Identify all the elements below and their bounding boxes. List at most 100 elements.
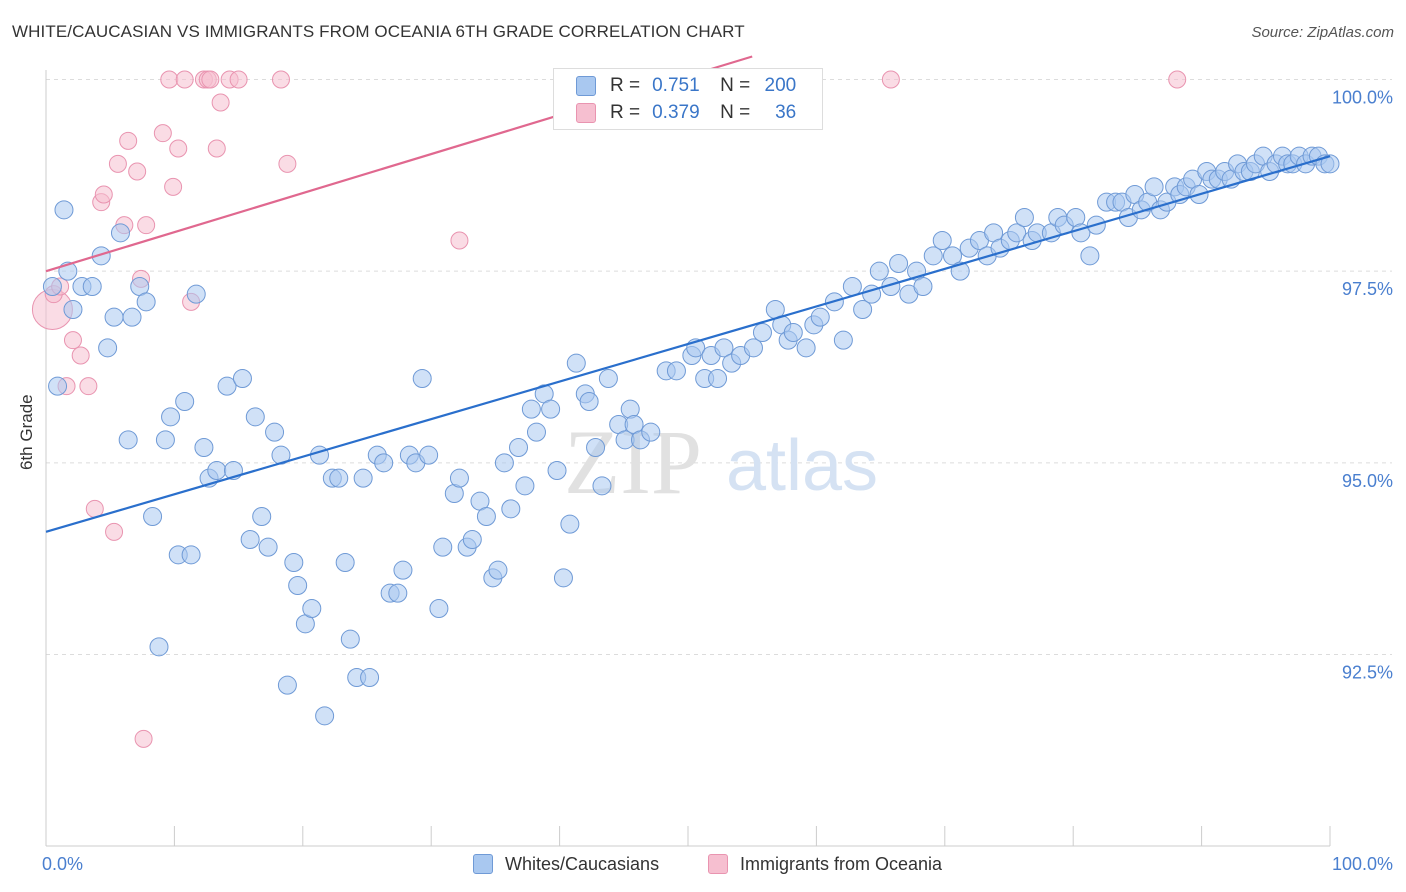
white-point bbox=[810, 307, 830, 327]
oceania-point bbox=[201, 70, 220, 89]
white-point bbox=[54, 200, 74, 220]
white-point bbox=[1007, 223, 1027, 243]
white-point bbox=[598, 369, 618, 388]
white-point bbox=[714, 338, 734, 358]
oceania-point bbox=[450, 231, 469, 250]
n-label: N = bbox=[720, 75, 751, 96]
white-point bbox=[194, 438, 214, 457]
white-point bbox=[98, 338, 118, 358]
white-point bbox=[284, 553, 304, 572]
white-point bbox=[932, 231, 952, 250]
legend-whites[interactable]: Whites/Caucasians bbox=[473, 852, 659, 876]
white-point bbox=[136, 292, 156, 312]
r-value: 0.751 bbox=[652, 75, 700, 96]
oceania-point bbox=[108, 154, 127, 173]
oceania-point bbox=[105, 522, 124, 541]
white-point bbox=[553, 568, 573, 588]
oceania-point bbox=[211, 93, 230, 112]
whites-legend-swatch bbox=[473, 854, 493, 874]
white-point bbox=[110, 223, 130, 243]
white-point bbox=[288, 576, 308, 595]
white-point bbox=[521, 399, 541, 419]
whites-swatch bbox=[576, 76, 596, 96]
white-point bbox=[277, 675, 297, 695]
white-point bbox=[207, 461, 227, 480]
white-point bbox=[393, 560, 413, 580]
oceania-point bbox=[79, 377, 98, 396]
white-point bbox=[161, 407, 181, 427]
white-point bbox=[429, 599, 449, 618]
white-point bbox=[245, 407, 265, 427]
white-point bbox=[353, 468, 373, 488]
white-point bbox=[833, 330, 853, 350]
white-point bbox=[149, 637, 169, 657]
watermark-atlas: atlas bbox=[726, 426, 878, 506]
white-point bbox=[340, 629, 360, 649]
white-point bbox=[315, 706, 335, 726]
oceania-point bbox=[137, 216, 156, 235]
white-point bbox=[566, 353, 586, 373]
white-point bbox=[91, 246, 111, 266]
white-point bbox=[155, 430, 175, 450]
legend-oceania[interactable]: Immigrants from Oceania bbox=[708, 852, 942, 876]
oceania-point bbox=[271, 70, 290, 89]
white-point bbox=[374, 453, 394, 473]
white-point bbox=[462, 530, 482, 549]
n-label: N = bbox=[720, 102, 751, 123]
white-point bbox=[579, 392, 599, 411]
white-point bbox=[509, 438, 529, 457]
white-point bbox=[515, 476, 535, 496]
n-value: 200 bbox=[764, 75, 797, 96]
r-label: R = bbox=[610, 75, 641, 96]
white-point bbox=[494, 453, 514, 473]
white-point bbox=[752, 323, 772, 342]
white-point bbox=[143, 507, 163, 526]
oceania-point bbox=[160, 70, 179, 89]
white-point bbox=[547, 461, 567, 480]
white-point bbox=[122, 307, 142, 327]
white-point bbox=[232, 369, 252, 388]
y-tick-label: 95.0% bbox=[1342, 471, 1393, 491]
oceania-point bbox=[134, 729, 153, 748]
y-tick-label: 100.0% bbox=[1332, 88, 1393, 108]
white-point bbox=[560, 514, 580, 534]
white-point bbox=[541, 399, 561, 419]
oceania-point bbox=[71, 346, 90, 365]
white-point bbox=[42, 277, 62, 296]
oceania-point bbox=[229, 70, 248, 89]
white-point bbox=[853, 300, 873, 319]
white-point bbox=[265, 422, 285, 442]
white-point bbox=[586, 438, 606, 457]
white-point bbox=[412, 369, 432, 388]
r-value: 0.379 bbox=[652, 102, 700, 123]
stats-box: R = 0.751 N = 200 R = 0.379 N = 36 bbox=[553, 68, 823, 130]
white-point bbox=[488, 560, 508, 580]
n-value: 36 bbox=[775, 102, 797, 123]
legend-label: Immigrants from Oceania bbox=[740, 853, 943, 874]
white-point bbox=[360, 668, 380, 687]
r-label: R = bbox=[610, 102, 641, 123]
white-point bbox=[476, 507, 496, 526]
oceania-point bbox=[119, 131, 138, 150]
white-point bbox=[1014, 208, 1034, 227]
white-point bbox=[641, 422, 661, 442]
white-point bbox=[252, 507, 272, 526]
white-points bbox=[42, 146, 1340, 726]
stats-row-oceania: R = 0.379 N = 36 bbox=[576, 101, 796, 125]
x-tick-label: 0.0% bbox=[42, 854, 83, 874]
white-point bbox=[240, 530, 260, 549]
white-point bbox=[889, 254, 909, 273]
stats-row-whites: R = 0.751 N = 200 bbox=[576, 74, 796, 98]
white-point bbox=[433, 537, 453, 557]
white-trend-line bbox=[45, 155, 1331, 533]
legend-label: Whites/Caucasians bbox=[505, 853, 660, 874]
white-point bbox=[743, 338, 763, 358]
white-point bbox=[923, 246, 943, 266]
white-point bbox=[104, 307, 124, 327]
oceania-point bbox=[278, 154, 297, 173]
white-point bbox=[388, 583, 408, 603]
white-point bbox=[217, 376, 237, 396]
white-point bbox=[592, 476, 612, 496]
y-tick-label: 92.5% bbox=[1342, 663, 1393, 683]
y-axis-label: 6th Grade bbox=[17, 394, 36, 470]
